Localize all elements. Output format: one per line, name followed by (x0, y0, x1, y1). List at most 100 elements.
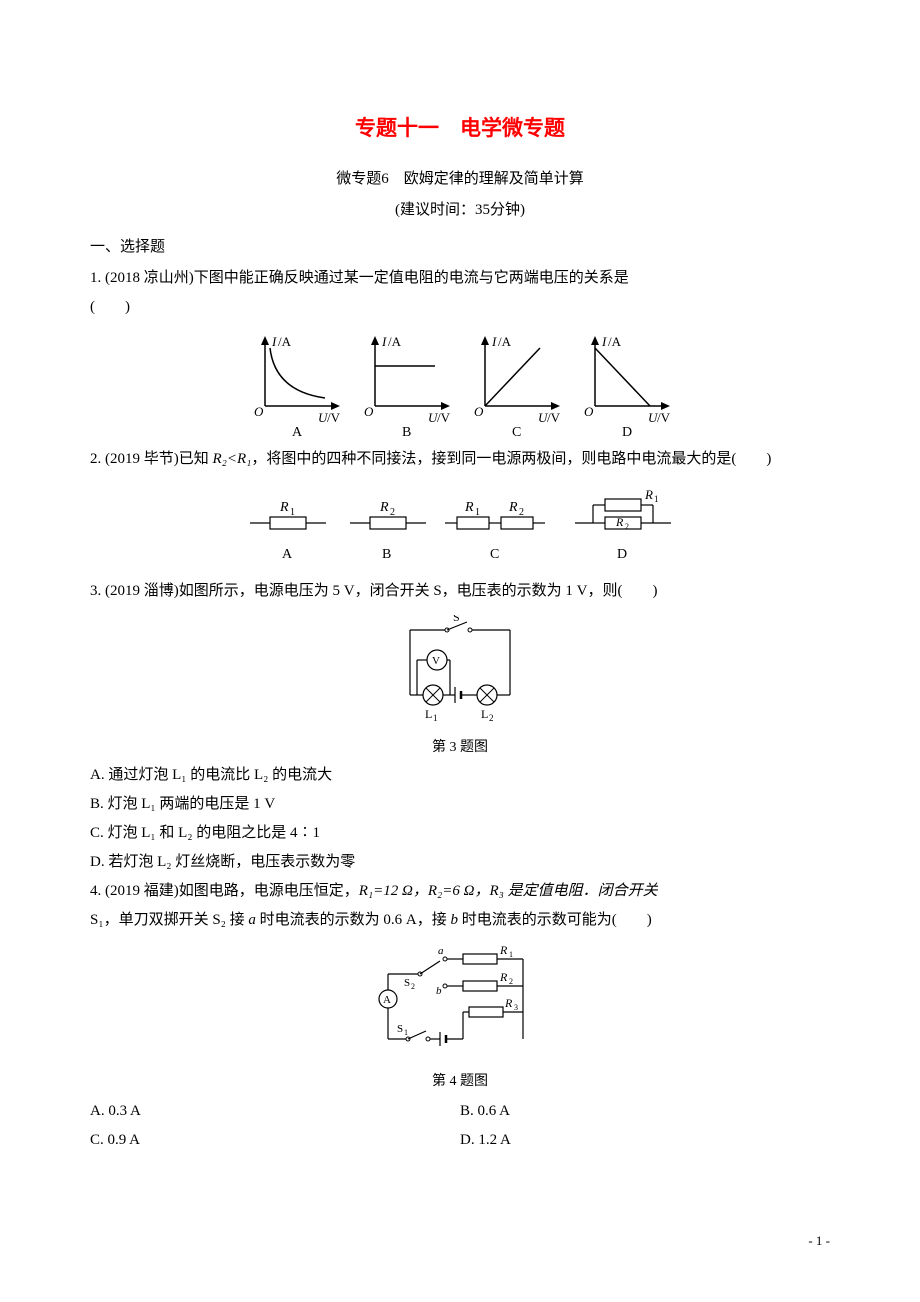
svg-text:R: R (615, 515, 624, 529)
svg-text:R: R (499, 944, 508, 957)
svg-text:O: O (584, 404, 594, 419)
svg-text:D: D (617, 547, 627, 562)
q4-r3: R₃ 是定值电阻．闭合开关 (489, 883, 657, 899)
q1-blank: ( ) (90, 294, 830, 321)
q1-figures: I /A O U /V A I /A O U /V B (90, 331, 830, 436)
svg-text:1: 1 (404, 1028, 408, 1037)
svg-text:C: C (512, 425, 521, 436)
q3-option-b: B. 灯泡 L₁ 两端的电压是 1 V (90, 791, 830, 818)
question-4b: S₁，单刀双掷开关 S₂ 接 a 时电流表的示数为 0.6 A，接 b 时电流表… (90, 907, 830, 934)
svg-text:R: R (279, 500, 289, 515)
main-title: 专题十一 电学微专题 (90, 110, 830, 148)
q3-circuit: S L 1 L 2 V (395, 615, 525, 725)
q4-option-a: A. 0.3 A (90, 1098, 460, 1125)
svg-text:R: R (464, 500, 474, 515)
svg-text:C: C (490, 547, 499, 562)
svg-text:/V: /V (327, 410, 341, 425)
q3-text: 3. (2019 淄博)如图所示，电源电压为 5 V，闭合开关 S，电压表的示数… (90, 583, 658, 599)
q3-options: A. 通过灯泡 L₁ 的电流比 L₂ 的电流大 B. 灯泡 L₁ 两端的电压是 … (90, 762, 830, 876)
q4-a-letter: a (248, 912, 256, 928)
svg-text:2: 2 (390, 507, 395, 518)
q3-option-d: D. 若灯泡 L₂ 灯丝烧断，电压表示数为零 (90, 849, 830, 876)
q4-circuit: A S 2 a b R 1 R 2 S 1 (378, 944, 543, 1059)
q3-option-a: A. 通过灯泡 L₁ 的电流比 L₂ 的电流大 (90, 762, 830, 789)
svg-text:2: 2 (489, 713, 494, 723)
svg-text:R: R (379, 500, 389, 515)
q4-figure-label: 第 4 题图 (90, 1069, 830, 1094)
question-2: 2. (2019 毕节)已知 R₂<R₁，将图中的四种不同接法，接到同一电源两极… (90, 446, 830, 473)
subtitle: 微专题6 欧姆定律的理解及简单计算 (90, 166, 830, 193)
svg-text:L: L (481, 707, 488, 721)
svg-text:2: 2 (519, 507, 524, 518)
section-header: 一、选择题 (90, 234, 830, 261)
q4-r2: R₂=6 Ω， (428, 883, 490, 899)
q4-b-letter: b (451, 912, 459, 928)
q4-option-d: D. 1.2 A (460, 1127, 830, 1154)
svg-text:S: S (404, 977, 410, 989)
question-4: 4. (2019 福建)如图电路，电源电压恒定，R₁=12 Ω，R₂=6 Ω，R… (90, 878, 830, 905)
svg-text:R: R (504, 996, 513, 1010)
q4-option-c: C. 0.9 A (90, 1127, 460, 1154)
svg-text:a: a (438, 945, 444, 957)
q4-text3: 时电流表的示数为 0.6 A，接 (256, 912, 451, 928)
question-3: 3. (2019 淄博)如图所示，电源电压为 5 V，闭合开关 S，电压表的示数… (90, 578, 830, 605)
svg-text:S: S (453, 615, 460, 624)
circuit-options: R 1 A R 2 B R 1 R 2 C (230, 483, 690, 568)
svg-text:A: A (383, 994, 391, 1006)
question-1: 1. (2018 凉山州)下图中能正确反映通过某一定值电阻的电流与它两端电压的关… (90, 265, 830, 292)
svg-text:O: O (364, 404, 374, 419)
svg-text:B: B (402, 425, 411, 436)
svg-text:/V: /V (437, 410, 451, 425)
q4-text1: 4. (2019 福建)如图电路，电源电压恒定， (90, 883, 359, 899)
svg-text:1: 1 (290, 507, 295, 518)
svg-text:/V: /V (547, 410, 561, 425)
svg-text:2: 2 (625, 522, 629, 531)
svg-text:/V: /V (657, 410, 671, 425)
svg-text:/A: /A (498, 334, 512, 349)
svg-text:1: 1 (433, 713, 438, 723)
svg-text:D: D (622, 425, 632, 436)
svg-text:S: S (397, 1023, 403, 1035)
svg-text:2: 2 (509, 977, 513, 986)
iv-graphs: I /A O U /V A I /A O U /V B (240, 331, 680, 436)
q2-text2: ，将图中的四种不同接法，接到同一电源两极间，则电路中电流最大的是( ) (251, 451, 771, 467)
svg-text:1: 1 (654, 494, 659, 504)
svg-text:L: L (425, 707, 432, 721)
time-note: (建议时间：35分钟) (90, 197, 830, 224)
svg-text:/A: /A (608, 334, 622, 349)
svg-text:O: O (474, 404, 484, 419)
svg-text:V: V (432, 655, 440, 667)
svg-text:I: I (271, 334, 277, 349)
svg-text:I: I (381, 334, 387, 349)
svg-text:A: A (292, 425, 303, 436)
svg-text:O: O (254, 404, 264, 419)
svg-text:3: 3 (514, 1003, 518, 1012)
svg-text:1: 1 (509, 950, 513, 959)
svg-text:1: 1 (475, 507, 480, 518)
q3-figure: S L 1 L 2 V (90, 615, 830, 725)
q4-option-b: B. 0.6 A (460, 1098, 830, 1125)
q4-figure: A S 2 a b R 1 R 2 S 1 (90, 944, 830, 1059)
q1-text: 1. (2018 凉山州)下图中能正确反映通过某一定值电阻的电流与它两端电压的关… (90, 270, 629, 286)
q4-options: A. 0.3 A C. 0.9 A B. 0.6 A D. 1.2 A (90, 1096, 830, 1156)
q3-figure-label: 第 3 题图 (90, 735, 830, 760)
svg-text:B: B (382, 547, 391, 562)
svg-text:I: I (601, 334, 607, 349)
svg-text:/A: /A (278, 334, 292, 349)
page-number: - 1 - (808, 1229, 830, 1252)
svg-text:2: 2 (411, 982, 415, 991)
q3-option-c: C. 灯泡 L₁ 和 L₂ 的电阻之比是 4∶1 (90, 820, 830, 847)
svg-text:R: R (644, 487, 653, 502)
svg-text:R: R (499, 970, 508, 984)
svg-text:R: R (508, 500, 518, 515)
svg-text:b: b (436, 985, 442, 997)
q4-r1: R₁=12 Ω， (359, 883, 428, 899)
q2-relation: R₂<R₁ (213, 451, 252, 467)
q4-text2: S₁，单刀双掷开关 S₂ 接 (90, 912, 248, 928)
q2-text1: 2. (2019 毕节)已知 (90, 451, 213, 467)
svg-text:/A: /A (388, 334, 402, 349)
q2-figures: R 1 A R 2 B R 1 R 2 C (90, 483, 830, 568)
svg-text:A: A (282, 547, 293, 562)
svg-text:I: I (491, 334, 497, 349)
q4-text4: 时电流表的示数可能为( ) (458, 912, 652, 928)
